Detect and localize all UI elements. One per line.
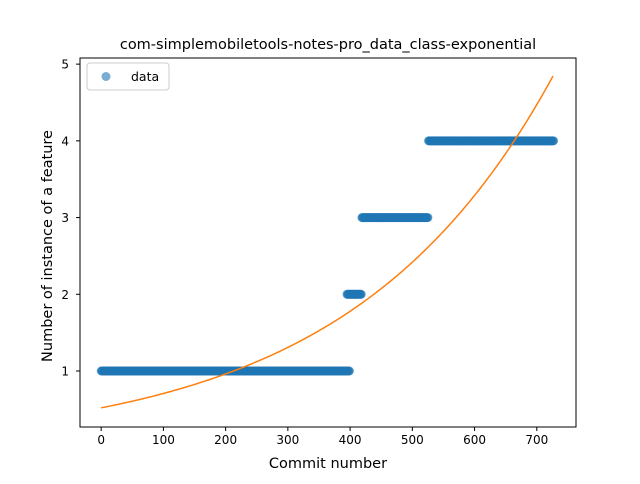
y-tick-label: 2: [61, 288, 69, 302]
chart-title: com-simplemobiletools-notes-pro_data_cla…: [120, 37, 536, 53]
fit-line: [101, 75, 554, 409]
x-axis-label: Commit number: [269, 456, 387, 472]
legend-label-data: data: [131, 69, 159, 84]
axes-frame: [79, 57, 577, 428]
data-point: [356, 289, 366, 299]
y-tick-label: 1: [61, 364, 69, 378]
data-point: [344, 366, 354, 376]
x-tick-label: 0: [97, 433, 105, 447]
x-tick-label: 300: [276, 433, 299, 447]
y-tick-label: 5: [61, 58, 69, 72]
x-tick-label: 700: [525, 433, 548, 447]
x-tick-label: 600: [463, 433, 486, 447]
legend: data: [86, 62, 170, 91]
legend-marker-data: [101, 72, 111, 81]
data-point: [423, 213, 433, 223]
y-axis-ticks: 1 2 3 4 5: [61, 58, 80, 378]
y-axis-label: Number of instance of a feature: [40, 130, 56, 362]
plot-area: [79, 57, 577, 428]
x-tick-label: 200: [214, 433, 237, 447]
x-tick-label: 100: [152, 433, 175, 447]
data-points: [96, 136, 559, 376]
y-tick-label: 4: [61, 134, 69, 148]
x-tick-label: 500: [401, 433, 424, 447]
x-tick-label: 400: [339, 433, 362, 447]
x-axis-ticks: 0 100 200 300 400 500 600 700: [97, 427, 548, 447]
y-tick-label: 3: [61, 211, 69, 225]
data-point: [549, 136, 559, 146]
legend-box: [86, 62, 170, 91]
